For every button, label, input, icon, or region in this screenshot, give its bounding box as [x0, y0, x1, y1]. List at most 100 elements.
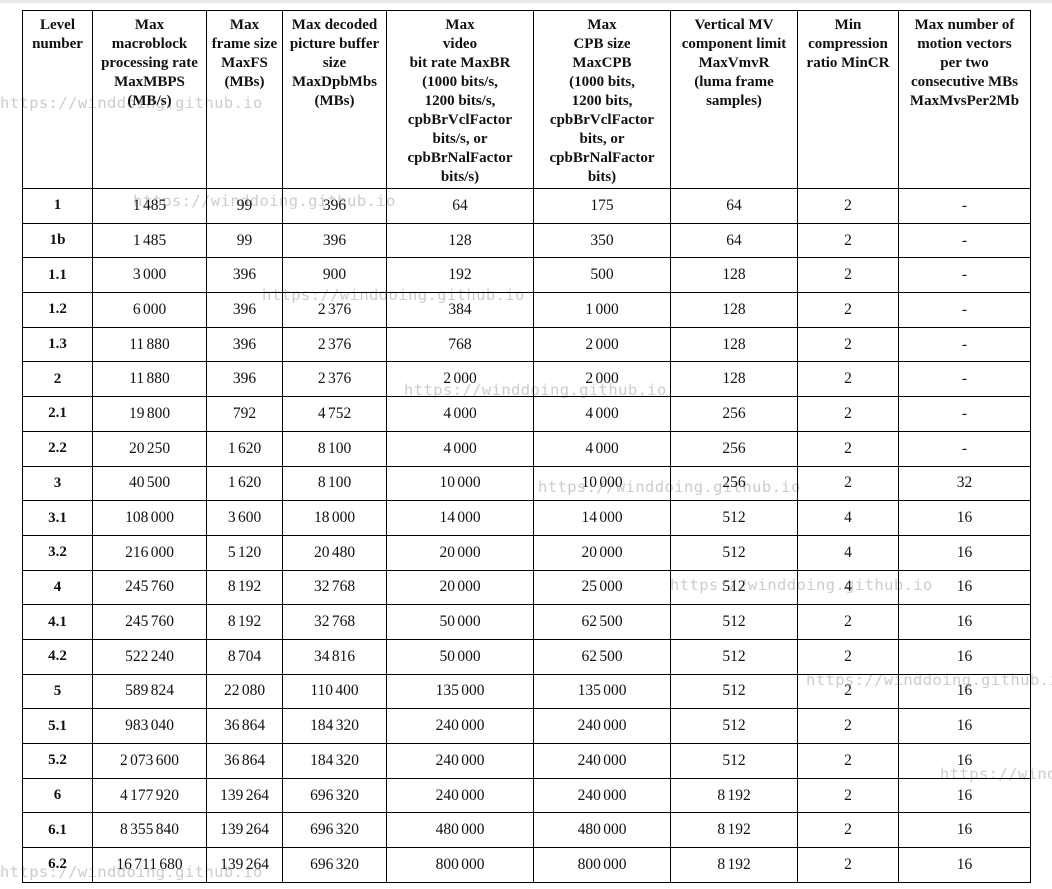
value-cell: 32 768: [282, 569, 387, 606]
value-cell: 20 000: [386, 569, 534, 606]
value-cell: 4 000: [533, 396, 671, 432]
value-cell: 512: [670, 743, 798, 779]
value-cell: -: [898, 326, 1031, 363]
value-cell: 50 000: [386, 638, 534, 675]
value-cell: 14 000: [533, 500, 671, 536]
value-cell: 192: [386, 257, 534, 294]
value-cell: 40 500: [92, 465, 207, 502]
value-cell: 240 000: [386, 743, 534, 779]
value-cell: 128: [670, 292, 798, 328]
value-cell: 139 264: [206, 777, 283, 814]
level-cell: 4.2: [22, 638, 93, 675]
table-row: 2 11 880 396 2 376 2 000 2 000 128 2-: [22, 361, 1031, 398]
value-cell: 2: [797, 847, 899, 883]
value-cell: 50 000: [386, 604, 534, 640]
value-cell: -: [898, 361, 1031, 398]
value-cell: 500: [533, 257, 671, 294]
value-cell: 768: [386, 326, 534, 363]
level-cell: 6.2: [22, 847, 93, 883]
value-cell: 512: [670, 604, 798, 640]
value-cell: 2: [797, 673, 899, 710]
value-cell: 16: [898, 777, 1031, 814]
value-cell: 1 620: [206, 465, 283, 502]
value-cell: 3 600: [206, 500, 283, 536]
value-cell: 10 000: [386, 465, 534, 502]
value-cell: 36 864: [206, 708, 283, 744]
value-cell: 696 320: [282, 812, 387, 849]
table-row: 4.2 522 240 8 704 34 816 50 000 62 500 512 2 16: [22, 638, 1031, 675]
value-cell: 184 320: [282, 708, 387, 744]
level-cell: 1: [22, 188, 93, 224]
table-row: 4 245 760 8 192 32 768 20 000 25 000 512 4 16: [22, 569, 1031, 606]
value-cell: 256: [670, 465, 798, 502]
page-top-strip: [0, 0, 1052, 3]
value-cell: 480 000: [386, 812, 534, 849]
value-cell: 696 320: [282, 847, 387, 883]
value-cell: 8 192: [670, 777, 798, 814]
value-cell: 2: [797, 638, 899, 675]
value-cell: 11 880: [92, 361, 207, 398]
level-cell: 3: [22, 465, 93, 502]
value-cell: 696 320: [282, 777, 387, 814]
value-cell: 11 880: [92, 326, 207, 363]
table-row: 3.1 108 000 3 600 18 000 14 000 14 000 512 4 16: [22, 500, 1031, 536]
value-cell: 2: [797, 257, 899, 294]
value-cell: 1 485: [92, 188, 207, 224]
value-cell: 396: [282, 222, 387, 259]
value-cell: 16: [898, 534, 1031, 571]
value-cell: 139 264: [206, 812, 283, 849]
value-cell: 139 264: [206, 847, 283, 883]
value-cell: 350: [533, 222, 671, 259]
level-cell: 1.2: [22, 292, 93, 328]
value-cell: 16: [898, 812, 1031, 849]
value-cell: -: [898, 188, 1031, 224]
table-row: 6.2 16 711 680 139 264 696 320 800 000 800 00…: [22, 847, 1031, 883]
value-cell: 2: [797, 292, 899, 328]
value-cell: 8 192: [670, 847, 798, 883]
value-cell: 10 000: [533, 465, 671, 502]
value-cell: 256: [670, 430, 798, 467]
value-cell: 512: [670, 569, 798, 606]
value-cell: 2: [797, 361, 899, 398]
value-cell: 8 355 840: [92, 812, 207, 849]
value-cell: 16: [898, 743, 1031, 779]
value-cell: 34 816: [282, 638, 387, 675]
value-cell: 2 000: [533, 326, 671, 363]
value-cell: 62 500: [533, 604, 671, 640]
value-cell: 8 100: [282, 465, 387, 502]
value-cell: 32 768: [282, 604, 387, 640]
table-row: 6.1 8 355 840 139 264 696 320 480 000 480 000…: [22, 812, 1031, 849]
column-header-max-mbps: Max macroblock processing rate MaxMBPS (…: [92, 10, 207, 189]
value-cell: 16: [898, 638, 1031, 675]
table-row: 1.2 6 000 396 2 376 384 1 000 128 2-: [22, 292, 1031, 328]
value-cell: 1 620: [206, 430, 283, 467]
value-cell: 8 100: [282, 430, 387, 467]
value-cell: 99: [206, 222, 283, 259]
column-header-max-dpb-mbs: Max decoded picture buffer size MaxDpbMb…: [282, 10, 387, 189]
value-cell: 2: [797, 326, 899, 363]
value-cell: 16: [898, 847, 1031, 883]
value-cell: 1 485: [92, 222, 207, 259]
value-cell: 2 000: [386, 361, 534, 398]
value-cell: 19 800: [92, 396, 207, 432]
level-cell: 5.2: [22, 743, 93, 779]
column-header-max-br: Max video bit rate MaxBR (1000 bits/s, 1…: [386, 10, 534, 189]
table-row: 3.2 216 000 5 120 20 480 20 000 20 000 512 4 16: [22, 534, 1031, 571]
value-cell: 240 000: [533, 708, 671, 744]
value-cell: 512: [670, 673, 798, 710]
table-row: 4.1 245 760 8 192 32 768 50 000 62 500 512 2 16: [22, 604, 1031, 640]
level-cell: 4.1: [22, 604, 93, 640]
value-cell: 14 000: [386, 500, 534, 536]
value-cell: 62 500: [533, 638, 671, 675]
level-cell: 4: [22, 569, 93, 606]
table-row: 5.2 2 073 600 36 864 184 320 240 000 240 000 5…: [22, 743, 1031, 779]
value-cell: 512: [670, 534, 798, 571]
value-cell: 25 000: [533, 569, 671, 606]
level-cell: 6: [22, 777, 93, 814]
column-header-max-fs: Max frame size MaxFS (MBs): [206, 10, 283, 189]
value-cell: 589 824: [92, 673, 207, 710]
value-cell: 2 376: [282, 292, 387, 328]
value-cell: 1 000: [533, 292, 671, 328]
